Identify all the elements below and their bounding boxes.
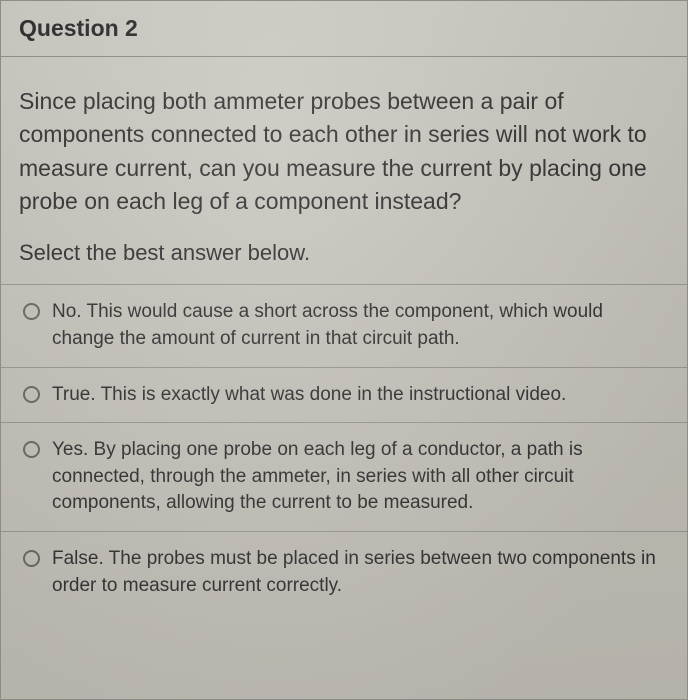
question-number: Question 2: [19, 15, 669, 42]
option-text: Yes. By placing one probe on each leg of…: [52, 437, 669, 517]
option-text: True. This is exactly what was done in t…: [52, 382, 566, 409]
option-row[interactable]: Yes. By placing one probe on each leg of…: [1, 423, 687, 532]
options-list: No. This would cause a short across the …: [1, 285, 687, 613]
question-header: Question 2: [1, 1, 687, 57]
option-row[interactable]: False. The probes must be placed in seri…: [1, 532, 687, 613]
radio-icon[interactable]: [23, 386, 40, 403]
question-text: Since placing both ammeter probes betwee…: [19, 85, 669, 218]
option-text: No. This would cause a short across the …: [52, 299, 669, 352]
option-row[interactable]: No. This would cause a short across the …: [1, 285, 687, 367]
question-card: Question 2 Since placing both ammeter pr…: [0, 0, 688, 700]
question-body: Since placing both ammeter probes betwee…: [1, 57, 687, 285]
option-row[interactable]: True. This is exactly what was done in t…: [1, 368, 687, 424]
option-text: False. The probes must be placed in seri…: [52, 546, 669, 599]
radio-icon[interactable]: [23, 303, 40, 320]
radio-icon[interactable]: [23, 441, 40, 458]
radio-icon[interactable]: [23, 550, 40, 567]
question-instruction: Select the best answer below.: [19, 240, 669, 266]
